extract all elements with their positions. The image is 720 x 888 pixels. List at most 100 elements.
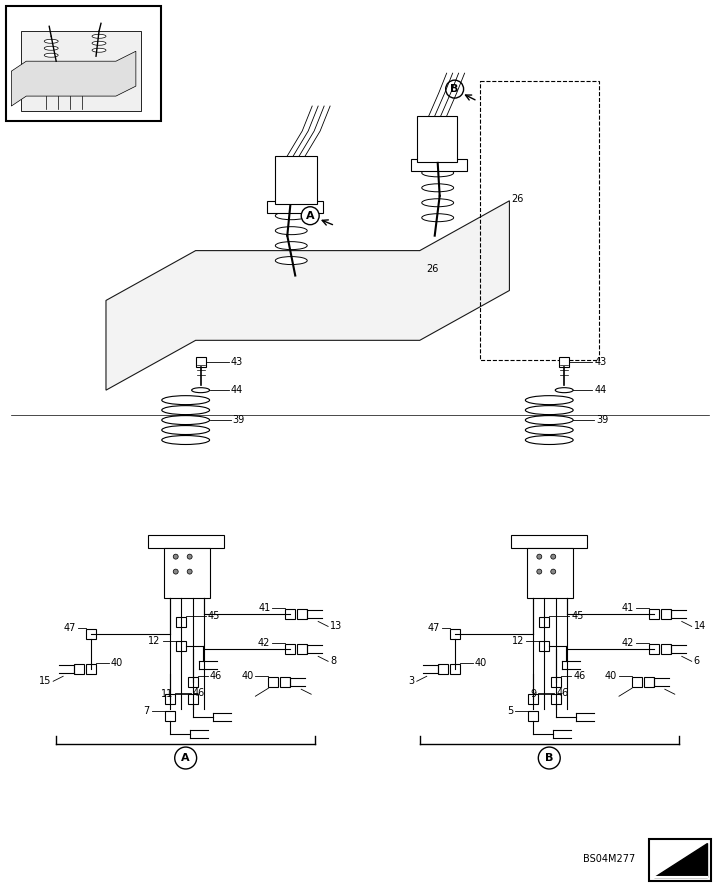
Bar	[649, 839, 711, 881]
Bar	[188, 694, 197, 704]
Text: 40: 40	[241, 671, 253, 681]
Text: 11: 11	[161, 689, 173, 699]
Bar	[176, 641, 186, 652]
Text: 7: 7	[143, 706, 150, 716]
Text: BS04M277: BS04M277	[583, 853, 635, 864]
Text: 43: 43	[230, 357, 243, 368]
Polygon shape	[106, 201, 510, 390]
Ellipse shape	[275, 211, 307, 219]
Circle shape	[551, 554, 556, 559]
Text: 15: 15	[39, 677, 51, 686]
Ellipse shape	[92, 48, 106, 52]
Circle shape	[537, 554, 541, 559]
Ellipse shape	[162, 406, 210, 415]
Text: 42: 42	[258, 638, 270, 648]
Text: 47: 47	[427, 623, 440, 633]
Ellipse shape	[44, 53, 58, 57]
Bar	[148, 535, 223, 548]
Text: 41: 41	[258, 604, 270, 614]
Bar	[74, 664, 84, 674]
Circle shape	[446, 80, 464, 98]
Bar	[450, 664, 459, 674]
Ellipse shape	[162, 435, 210, 445]
Ellipse shape	[422, 199, 454, 207]
Bar	[649, 609, 659, 620]
Ellipse shape	[162, 396, 210, 405]
Bar	[6, 6, 161, 121]
Text: 42: 42	[621, 638, 634, 648]
Bar	[649, 645, 659, 654]
Text: 40: 40	[474, 658, 487, 669]
Ellipse shape	[92, 35, 106, 38]
Text: 8: 8	[330, 656, 336, 666]
Bar	[539, 617, 549, 628]
Bar	[552, 678, 561, 687]
Text: 5: 5	[507, 706, 513, 716]
Ellipse shape	[44, 39, 58, 44]
Ellipse shape	[526, 396, 573, 405]
Text: 9: 9	[530, 689, 536, 699]
Text: 40: 40	[605, 671, 617, 681]
Text: 39: 39	[596, 415, 608, 425]
Text: B: B	[545, 753, 554, 763]
Ellipse shape	[555, 388, 573, 392]
Ellipse shape	[44, 46, 58, 51]
Text: 45: 45	[207, 612, 220, 622]
Bar	[528, 694, 539, 704]
Ellipse shape	[526, 416, 573, 424]
Text: 26: 26	[427, 264, 439, 274]
Ellipse shape	[526, 435, 573, 445]
Text: 3: 3	[409, 677, 415, 686]
Ellipse shape	[526, 425, 573, 434]
Circle shape	[539, 747, 560, 769]
Bar	[297, 645, 307, 654]
Circle shape	[187, 569, 192, 574]
Text: 43: 43	[594, 357, 606, 368]
Bar	[438, 664, 448, 674]
Text: A: A	[181, 753, 190, 763]
Bar	[632, 678, 642, 687]
Circle shape	[301, 207, 319, 225]
Text: 41: 41	[621, 604, 634, 614]
Text: 46: 46	[557, 688, 569, 698]
Ellipse shape	[92, 41, 106, 45]
Bar	[528, 711, 539, 721]
Text: B: B	[451, 84, 459, 94]
Circle shape	[174, 569, 179, 574]
Ellipse shape	[275, 226, 307, 234]
Ellipse shape	[275, 257, 307, 265]
Bar	[644, 678, 654, 687]
Text: A: A	[306, 210, 315, 221]
Bar	[511, 535, 587, 548]
Circle shape	[174, 554, 179, 559]
Bar	[163, 548, 210, 598]
Bar	[285, 609, 295, 620]
Text: 46: 46	[193, 688, 205, 698]
Polygon shape	[12, 52, 136, 106]
Bar	[280, 678, 290, 687]
Ellipse shape	[162, 425, 210, 434]
Bar	[86, 664, 96, 674]
Bar	[417, 116, 456, 162]
Circle shape	[175, 747, 197, 769]
Text: 44: 44	[230, 385, 243, 395]
Ellipse shape	[192, 388, 210, 392]
Bar	[661, 609, 671, 620]
Text: 26: 26	[511, 194, 523, 203]
Text: 6: 6	[693, 656, 700, 666]
Ellipse shape	[526, 406, 573, 415]
Bar	[552, 694, 561, 704]
Circle shape	[187, 554, 192, 559]
Bar	[188, 678, 197, 687]
Bar	[176, 617, 186, 628]
Bar	[196, 357, 206, 368]
Bar	[86, 630, 96, 639]
Text: 45: 45	[571, 612, 583, 622]
Bar	[450, 630, 459, 639]
Bar	[527, 548, 573, 598]
Bar	[539, 641, 549, 652]
Ellipse shape	[162, 416, 210, 424]
Bar	[480, 81, 599, 361]
Ellipse shape	[422, 169, 454, 177]
Ellipse shape	[422, 214, 454, 222]
